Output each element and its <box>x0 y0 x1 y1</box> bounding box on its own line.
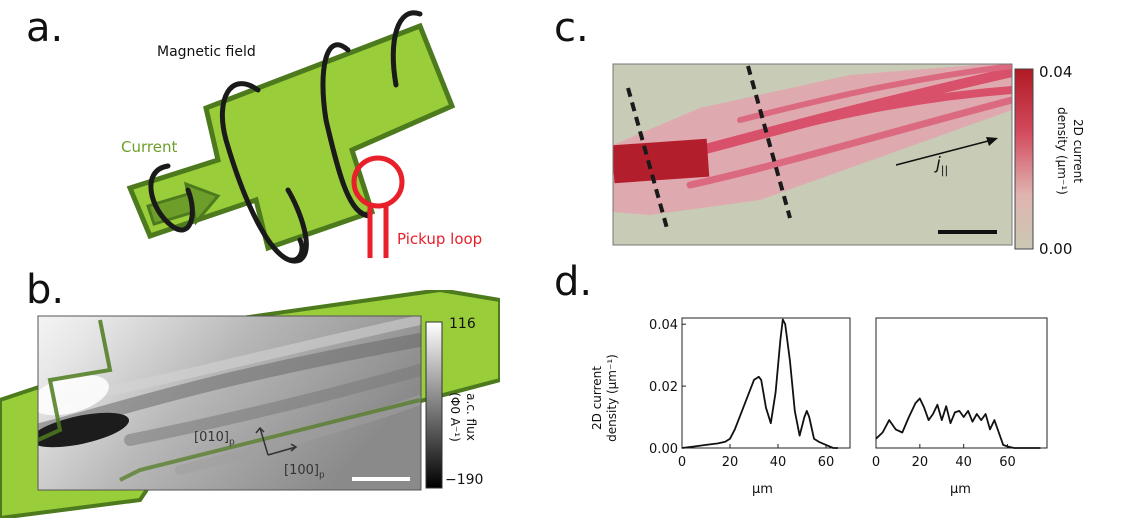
pickup-loop-icon <box>351 155 405 258</box>
cut-line-right <box>746 65 792 219</box>
current-density-map <box>612 63 1034 250</box>
panel-label-b: b. <box>26 267 65 313</box>
dir-010-label: [010]p <box>194 430 235 448</box>
field-loop-1 <box>148 163 195 233</box>
current-direction-label: j|| <box>936 154 949 177</box>
profile-left-frame <box>681 317 851 449</box>
profile-left-series-line <box>681 318 838 449</box>
profile-left-ytick-label: 0.02 <box>649 380 678 395</box>
field-loop-3 <box>320 42 373 219</box>
profile-right-xtick-label: 60 <box>999 455 1016 470</box>
panel-label-d: d. <box>554 259 593 305</box>
profile-chart-left: 0 20 40 60 0.00 0.02 0.04 <box>649 317 851 470</box>
colorbar-b-max: 116 <box>449 316 476 332</box>
cut-line-left <box>626 87 670 233</box>
profile-left-xtick-label: 40 <box>770 455 787 470</box>
profile-right-xtick-label: 20 <box>912 455 929 470</box>
profile-left-xtick-label: 0 <box>678 455 686 470</box>
profile-left-xtick-label: 20 <box>722 455 739 470</box>
profile-right-xtick-label: 0 <box>872 455 880 470</box>
xlabel-left: μm <box>752 482 773 497</box>
xlabel-right: μm <box>950 482 971 497</box>
profile-right-series-line <box>875 397 1041 449</box>
current-label: Current <box>121 138 178 156</box>
panel-label-c: c. <box>554 5 589 51</box>
profile-right-xtick-label: 40 <box>955 455 972 470</box>
profile-left-xtick-label: 60 <box>818 455 835 470</box>
pickup-loop-label: Pickup loop <box>397 230 483 248</box>
colorbar-c-min: 0.00 <box>1039 240 1073 258</box>
colorbar-c <box>1014 68 1034 250</box>
field-loop-4 <box>390 10 423 88</box>
profile-chart-right: 0 20 40 60 <box>872 317 1048 470</box>
profile-left-ytick-label: 0.04 <box>649 318 678 333</box>
profile-right-frame <box>875 317 1048 449</box>
line-profiles: 0 20 40 60 0.00 0.02 0.04 0 20 40 60 <box>649 317 1048 470</box>
flux-map <box>0 290 500 518</box>
colorbar-b-min: −190 <box>445 472 484 488</box>
colorbar-b <box>425 321 443 489</box>
magnetic-field-label: Magnetic field <box>157 44 256 60</box>
panel-label-a: a. <box>26 5 64 51</box>
dir-100-label: [100]p <box>284 463 325 481</box>
field-loop-2 <box>220 81 309 264</box>
colorbar-c-max: 0.04 <box>1039 63 1073 81</box>
profile-left-ytick-label: 0.00 <box>649 442 678 457</box>
device-schematic <box>126 10 456 264</box>
